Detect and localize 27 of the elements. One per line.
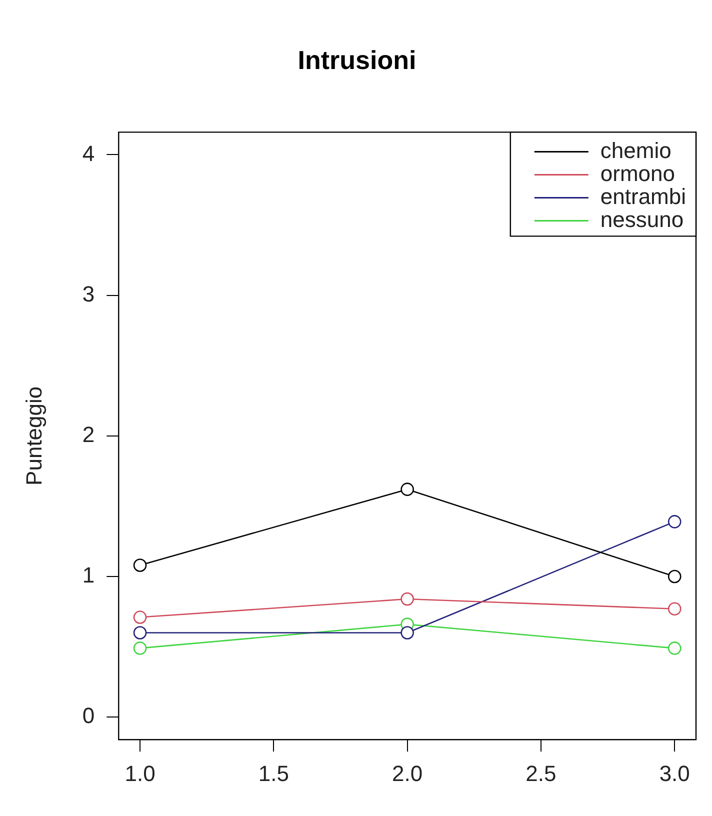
- y-axis-title: Punteggio: [21, 386, 46, 486]
- legend-label: ormono: [600, 160, 675, 186]
- y-tick-label: 3: [82, 281, 95, 306]
- point: [400, 482, 414, 496]
- point: [133, 558, 147, 572]
- legend-label: nessuno: [600, 206, 684, 232]
- point: [668, 570, 682, 584]
- x-tick-label: 2.5: [526, 760, 556, 786]
- x-tick-label: 1.0: [124, 760, 156, 786]
- point: [668, 515, 682, 528]
- point: [400, 626, 414, 640]
- y-tick-label: 2: [82, 422, 95, 447]
- point: [668, 642, 682, 655]
- y-tick-label: 0: [82, 703, 95, 728]
- point: [668, 602, 682, 616]
- point: [133, 642, 147, 655]
- point: [133, 610, 147, 624]
- point: [400, 592, 414, 606]
- x-tick-label: 2.0: [392, 760, 423, 786]
- x-tick-label: 3.0: [659, 760, 690, 786]
- legend-label: entrambi: [600, 184, 686, 209]
- y-tick-label: 4: [82, 140, 95, 166]
- chart-title: Intrusioni: [298, 44, 416, 75]
- legend-label: chemio: [600, 138, 672, 163]
- y-tick-label: 1: [82, 562, 95, 588]
- point: [133, 626, 147, 640]
- x-tick-label: 1.5: [258, 760, 289, 786]
